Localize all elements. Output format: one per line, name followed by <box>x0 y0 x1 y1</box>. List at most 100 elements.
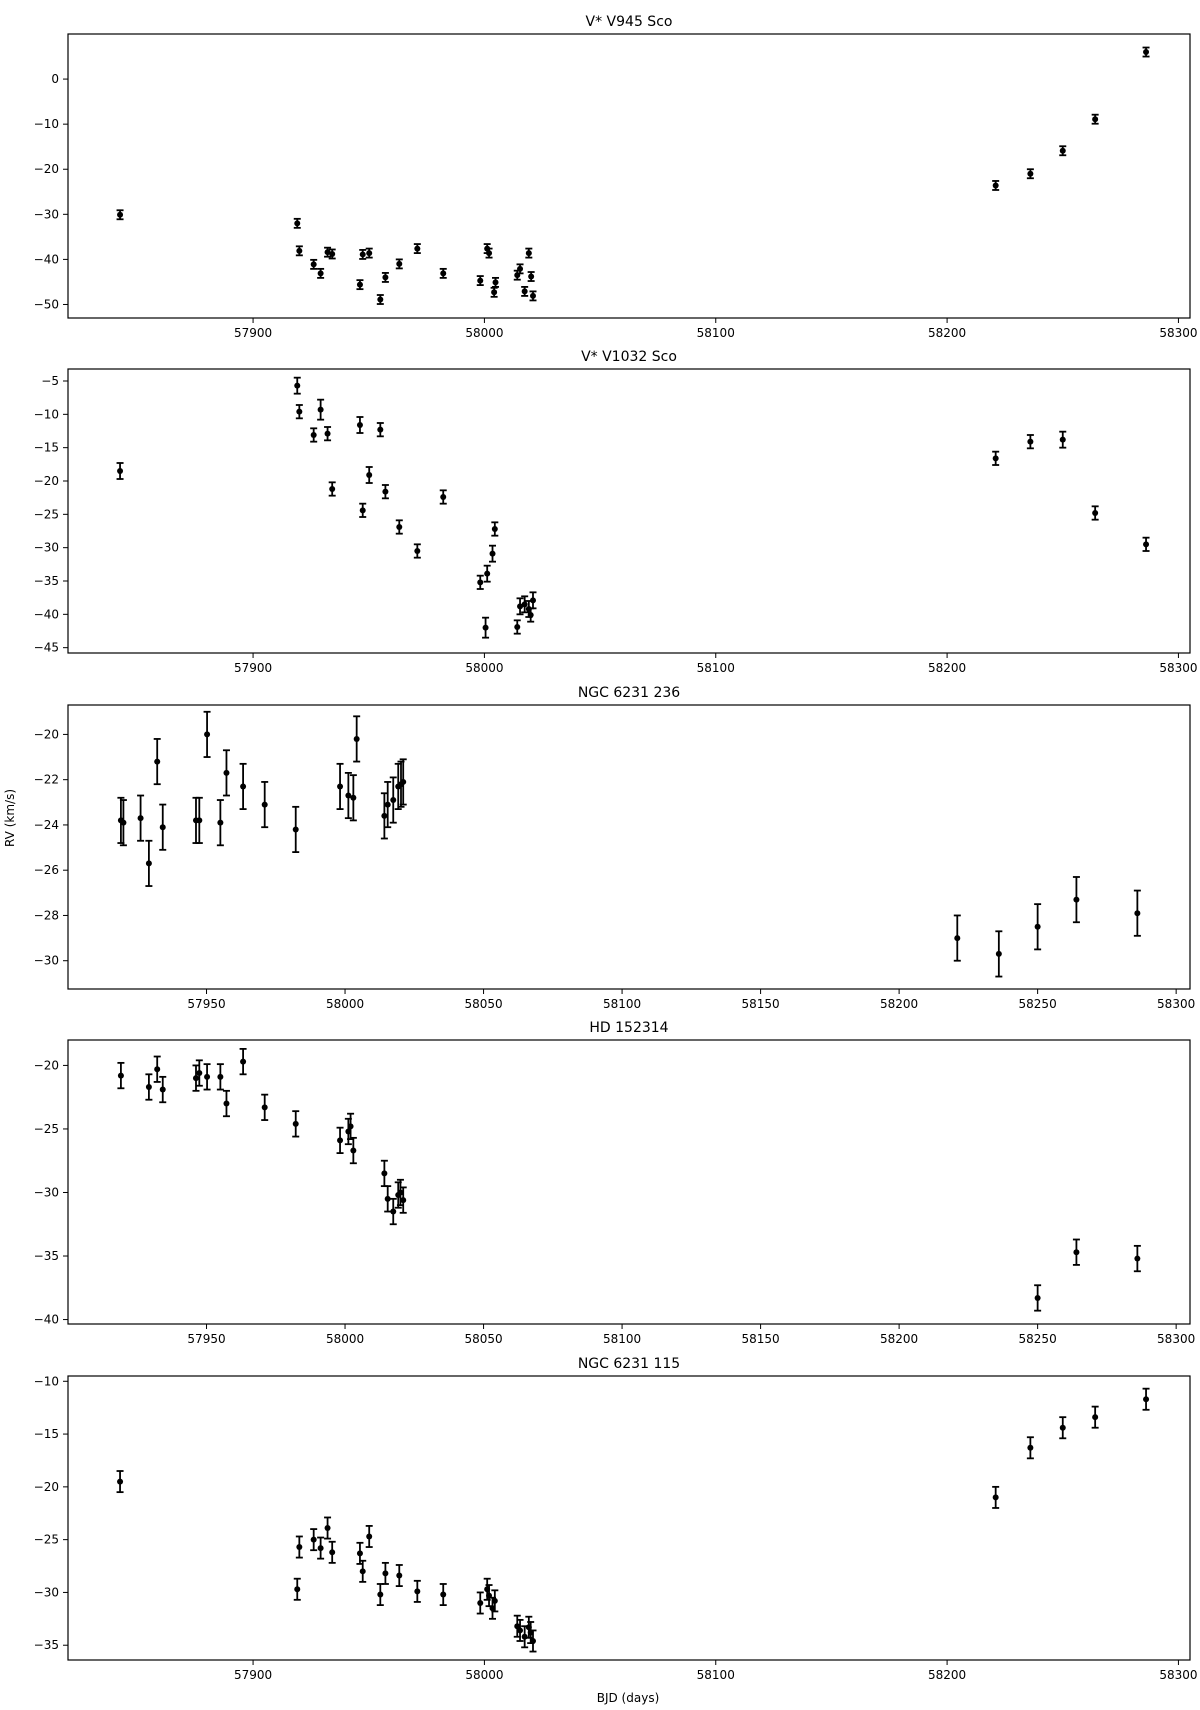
data-point <box>116 462 124 480</box>
data-marker <box>117 1478 124 1485</box>
data-marker <box>1143 49 1150 56</box>
y-tick-label: −35 <box>34 574 59 588</box>
panel-title: NGC 6231 115 <box>578 1356 680 1372</box>
data-point <box>1142 46 1150 58</box>
data-marker <box>120 819 127 826</box>
x-tick-label: 58100 <box>603 997 641 1011</box>
data-point <box>1133 889 1141 937</box>
y-tick-label: −20 <box>34 727 59 741</box>
data-point <box>529 1629 537 1653</box>
data-marker <box>337 783 344 790</box>
data-marker <box>477 1599 484 1606</box>
data-point <box>1091 505 1099 521</box>
data-point <box>145 839 153 887</box>
data-point <box>159 1075 167 1104</box>
data-marker <box>1134 910 1141 917</box>
data-marker <box>359 1568 366 1575</box>
data-marker <box>353 735 360 742</box>
data-marker <box>482 624 489 631</box>
data-point <box>216 1063 224 1091</box>
data-marker <box>382 488 389 495</box>
x-tick-label: 58000 <box>465 1668 503 1682</box>
data-point <box>384 1185 392 1213</box>
data-marker <box>489 550 496 557</box>
data-marker <box>117 1072 124 1079</box>
data-point <box>490 286 498 298</box>
data-marker <box>528 273 535 280</box>
data-marker <box>294 382 301 389</box>
data-point <box>203 710 211 758</box>
data-point <box>1142 536 1150 552</box>
data-marker <box>529 597 536 604</box>
y-tick-label: −30 <box>34 1585 59 1599</box>
data-point <box>389 776 397 824</box>
data-point <box>310 1528 318 1552</box>
x-tick-label: 58200 <box>928 661 966 675</box>
data-point <box>1059 430 1067 449</box>
data-point <box>413 243 421 254</box>
panel-title: V* V945 Sco <box>586 14 673 30</box>
y-tick-label: −20 <box>34 1058 59 1072</box>
data-point <box>293 376 301 395</box>
data-marker <box>159 824 166 831</box>
y-tick-label: −40 <box>34 1313 59 1327</box>
data-marker <box>1034 1294 1041 1301</box>
data-marker <box>154 1066 161 1073</box>
data-marker <box>366 250 373 257</box>
data-marker <box>521 1633 528 1640</box>
data-marker <box>350 794 357 801</box>
data-point <box>992 180 1000 191</box>
x-tick-label: 58250 <box>1019 997 1057 1011</box>
y-tick-label: −30 <box>34 207 59 221</box>
data-marker <box>529 292 536 299</box>
y-tick-label: −45 <box>34 641 59 655</box>
data-marker <box>356 1550 363 1557</box>
data-marker <box>324 430 331 437</box>
panel-title: V* V1032 Sco <box>581 349 677 365</box>
data-marker <box>1059 147 1066 154</box>
y-tick-label: −35 <box>34 1638 59 1652</box>
data-point <box>1091 113 1099 125</box>
data-marker <box>261 1104 268 1111</box>
data-marker <box>296 1544 303 1551</box>
data-marker <box>995 950 1002 957</box>
data-marker <box>217 819 224 826</box>
data-point <box>324 1516 332 1540</box>
data-point <box>119 799 127 847</box>
data-point <box>521 595 529 614</box>
panel-4: HD 152314 57950 58000 58050 58100 58150 58200 5… <box>34 1020 1196 1346</box>
data-point <box>365 247 373 259</box>
x-tick-label: 58200 <box>880 997 918 1011</box>
data-marker <box>1073 1249 1080 1256</box>
x-tick-label: 58150 <box>741 1332 779 1346</box>
plot-frame <box>67 368 1191 654</box>
data-point <box>491 1589 499 1613</box>
panel-3: NGC 6231 236 57950 58000 58050 58100 58150 582… <box>34 685 1196 1011</box>
data-marker <box>317 1545 324 1552</box>
data-point <box>117 1061 125 1090</box>
data-point <box>483 564 491 583</box>
data-marker <box>954 935 961 942</box>
data-marker <box>145 860 152 867</box>
data-marker <box>296 408 303 415</box>
y-tick-label: −10 <box>34 407 59 421</box>
data-marker <box>1059 436 1066 443</box>
data-marker <box>521 288 528 295</box>
y-tick-label: −40 <box>34 607 59 621</box>
data-marker <box>356 422 363 428</box>
y-tick-label: −15 <box>34 1427 59 1441</box>
x-tick-label: 58150 <box>741 997 779 1011</box>
panel-5: NGC 6231 115 57900 58000 58100 58200 58300 −10… <box>34 1356 1198 1682</box>
data-point <box>376 1583 384 1607</box>
data-marker <box>292 1120 299 1127</box>
data-point <box>492 276 500 288</box>
data-point <box>995 930 1003 978</box>
data-point <box>992 1485 1000 1509</box>
data-marker <box>377 426 384 433</box>
data-marker <box>294 220 301 227</box>
data-point <box>328 248 336 260</box>
data-point <box>521 285 529 297</box>
data-marker <box>1027 170 1034 177</box>
data-marker <box>310 432 317 438</box>
